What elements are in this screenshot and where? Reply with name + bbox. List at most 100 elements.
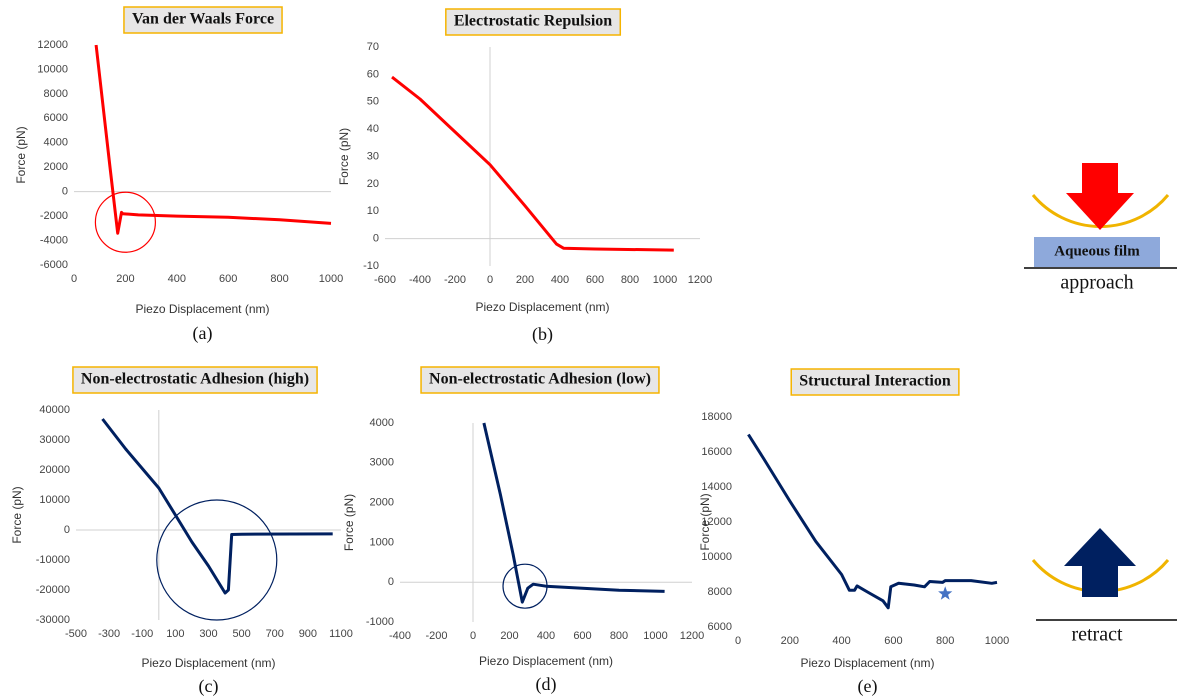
highlight-circle xyxy=(157,500,277,620)
y-tick-label: 8000 xyxy=(708,586,732,598)
y-tick-label: 10000 xyxy=(701,551,732,563)
x-axis-label: Piezo Displacement (nm) xyxy=(475,300,609,314)
x-tick-label: 1200 xyxy=(688,274,712,286)
approach-diagram: Aqueous film approach xyxy=(1024,163,1177,294)
x-tick-label: 800 xyxy=(621,274,639,286)
x-tick-label: 800 xyxy=(936,635,954,647)
x-tick-label: -100 xyxy=(131,628,153,640)
x-tick-label: 800 xyxy=(610,630,628,642)
y-tick-label: -2000 xyxy=(40,210,68,222)
chart: -30000-20000-10000010000200003000040000-… xyxy=(10,367,353,696)
y-tick-label: 16000 xyxy=(701,446,732,458)
y-tick-label: 10 xyxy=(367,205,379,217)
chart-title: Non-electrostatic Adhesion (high) xyxy=(81,371,309,388)
x-tick-label: -400 xyxy=(389,630,411,642)
chart-title: Van der Waals Force xyxy=(132,11,274,28)
x-tick-label: 200 xyxy=(781,635,799,647)
y-tick-label: 60 xyxy=(367,68,379,80)
y-tick-label: 12000 xyxy=(37,39,68,51)
y-tick-label: 6000 xyxy=(44,112,68,124)
y-tick-label: 6000 xyxy=(708,621,732,633)
y-tick-label: -6000 xyxy=(40,259,68,271)
x-tick-label: 200 xyxy=(516,274,534,286)
y-tick-label: 40000 xyxy=(39,404,70,416)
x-tick-label: 0 xyxy=(470,630,476,642)
x-axis-label: Piezo Displacement (nm) xyxy=(479,654,613,668)
y-tick-label: 30000 xyxy=(39,434,70,446)
x-tick-label: 400 xyxy=(537,630,555,642)
y-tick-label: -10000 xyxy=(36,554,70,566)
y-axis-label: Force (pN) xyxy=(698,493,712,550)
y-tick-label: -10 xyxy=(363,260,379,272)
x-tick-label: 200 xyxy=(500,630,518,642)
y-tick-label: 14000 xyxy=(701,481,732,493)
y-tick-label: 18000 xyxy=(701,411,732,423)
y-tick-label: 70 xyxy=(367,41,379,53)
x-tick-label: 200 xyxy=(116,273,134,285)
y-tick-label: 10000 xyxy=(39,494,70,506)
star-marker xyxy=(938,586,952,600)
y-tick-label: 1000 xyxy=(370,536,394,548)
y-axis-label: Force (pN) xyxy=(337,128,351,185)
x-tick-label: -200 xyxy=(444,274,466,286)
y-tick-label: 3000 xyxy=(370,457,394,469)
x-tick-label: 300 xyxy=(199,628,217,640)
data-line xyxy=(392,77,674,250)
x-tick-label: 400 xyxy=(551,274,569,286)
y-tick-label: 4000 xyxy=(370,417,394,429)
x-tick-label: 600 xyxy=(573,630,591,642)
x-axis-label: Piezo Displacement (nm) xyxy=(141,656,275,670)
y-tick-label: 30 xyxy=(367,150,379,162)
y-tick-label: -1000 xyxy=(366,616,394,628)
y-tick-label: 20000 xyxy=(39,464,70,476)
x-tick-label: 100 xyxy=(166,628,184,640)
caption: (c) xyxy=(199,676,219,696)
y-tick-label: 2000 xyxy=(44,161,68,173)
x-tick-label: 0 xyxy=(71,273,77,285)
x-tick-label: -500 xyxy=(65,628,87,640)
x-tick-label: 1000 xyxy=(319,273,343,285)
y-tick-label: -4000 xyxy=(40,234,68,246)
x-tick-label: 1000 xyxy=(643,630,667,642)
page: {"chart_data": [ {"type": "line", "title… xyxy=(0,0,1177,696)
x-axis-label: Piezo Displacement (nm) xyxy=(800,656,934,670)
x-tick-label: -200 xyxy=(425,630,447,642)
retract-diagram: retract xyxy=(1033,528,1177,646)
figure: Aqueous film approach retract -6000-4000… xyxy=(0,0,1177,696)
x-tick-label: 600 xyxy=(219,273,237,285)
retract-label: retract xyxy=(1071,624,1123,646)
approach-arrow xyxy=(1066,163,1134,230)
x-tick-label: -400 xyxy=(409,274,431,286)
film-label: Aqueous film xyxy=(1054,243,1140,259)
y-tick-label: 0 xyxy=(388,576,394,588)
chart: -6000-4000-20000200040006000800010000120… xyxy=(14,7,343,344)
x-tick-label: 700 xyxy=(266,628,284,640)
data-line xyxy=(103,419,333,593)
caption: (d) xyxy=(536,674,557,695)
x-tick-label: 800 xyxy=(270,273,288,285)
x-tick-label: 0 xyxy=(735,635,741,647)
x-tick-label: 0 xyxy=(487,274,493,286)
x-tick-label: 400 xyxy=(168,273,186,285)
data-line xyxy=(748,435,997,608)
caption: (b) xyxy=(532,324,553,345)
y-tick-label: 0 xyxy=(62,186,68,198)
y-tick-label: 40 xyxy=(367,123,379,135)
x-tick-label: 1200 xyxy=(680,630,704,642)
approach-label: approach xyxy=(1060,272,1133,294)
data-line xyxy=(484,423,665,602)
y-tick-label: 10000 xyxy=(37,63,68,75)
y-axis-label: Force (pN) xyxy=(342,494,356,551)
x-tick-label: 1100 xyxy=(329,628,353,640)
chart-title: Non-electrostatic Adhesion (low) xyxy=(429,371,651,388)
chart: -1000 0 1000 2000 3000 4000 -400 -200 0 200 400 600… xyxy=(342,367,704,695)
y-tick-label: -20000 xyxy=(36,584,70,596)
y-tick-label: -30000 xyxy=(36,614,70,626)
x-tick-label: -300 xyxy=(98,628,120,640)
y-tick-label: 2000 xyxy=(370,497,394,509)
highlight-circle xyxy=(95,192,155,252)
y-tick-label: 50 xyxy=(367,96,379,108)
x-tick-label: 500 xyxy=(232,628,250,640)
x-axis-label: Piezo Displacement (nm) xyxy=(135,302,269,316)
